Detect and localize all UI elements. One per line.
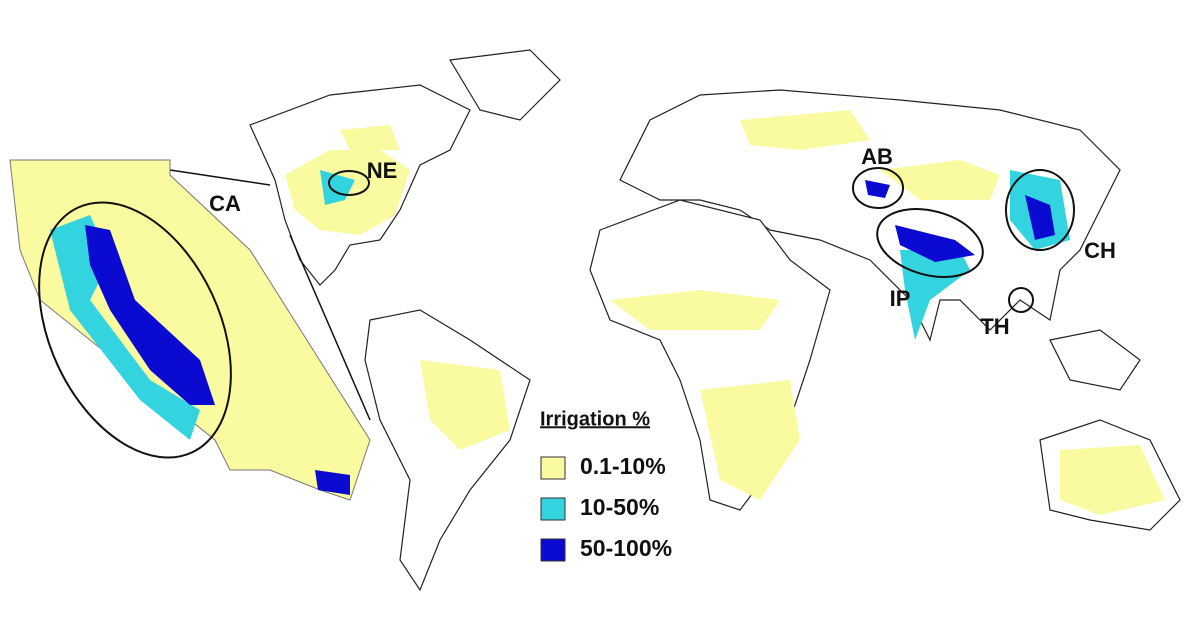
legend: Irrigation % 0.1-10% 10-50% 50-100%	[540, 408, 672, 562]
california-inset	[9, 159, 371, 501]
legend-swatch	[540, 456, 566, 480]
region-label: AB	[861, 144, 893, 169]
irrigation-areas	[285, 110, 1165, 515]
legend-swatch	[540, 497, 566, 521]
region-labels: CA NE AB IP TH CH	[209, 144, 1116, 339]
region-rings	[328, 167, 1075, 313]
region-label: CH	[1084, 238, 1116, 263]
legend-swatch	[540, 538, 566, 562]
region-label: TH	[980, 314, 1009, 339]
region-label: CA	[209, 191, 241, 216]
legend-label: 0.1-10%	[580, 453, 666, 479]
region-label: NE	[367, 158, 398, 183]
legend-title: Irrigation %	[540, 408, 650, 430]
legend-label: 10-50%	[580, 494, 659, 520]
region-label: IP	[890, 286, 911, 311]
legend-label: 50-100%	[580, 535, 672, 561]
